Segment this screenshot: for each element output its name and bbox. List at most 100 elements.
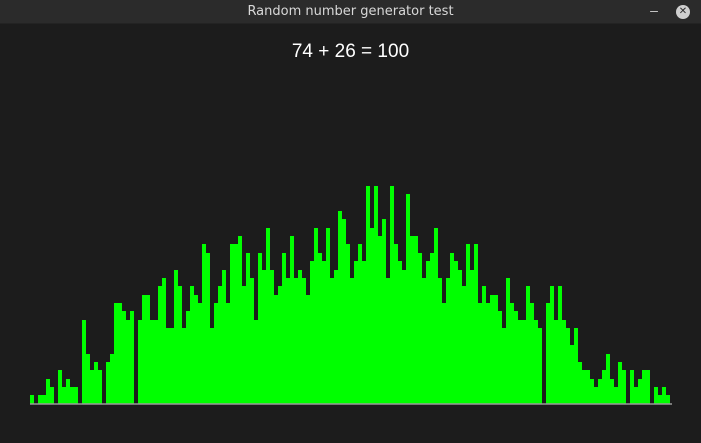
histogram-bar [90,370,94,404]
histogram-bar [358,244,362,404]
histogram-bar [242,286,246,404]
histogram-bar [70,387,74,404]
histogram-bar [114,303,118,404]
histogram-bar [150,320,154,404]
histogram-bar [362,261,366,404]
histogram-bar [418,253,422,404]
histogram-bar [466,244,470,404]
window-title: Random number generator test [247,4,454,19]
histogram-bar [274,295,278,404]
histogram-bar [270,270,274,404]
histogram-bar [250,278,254,404]
histogram-bar [450,253,454,404]
histogram-bar [94,362,98,404]
histogram-bar [98,370,102,404]
histogram-bar [410,236,414,404]
histogram-bar [438,278,442,404]
histogram-bar [326,228,330,404]
histogram-bar [278,286,282,404]
histogram-bar [442,303,446,404]
histogram-bar [366,186,370,404]
histogram-bar [402,270,406,404]
histogram-bar [370,228,374,404]
histogram-bar [322,261,326,404]
histogram-bar [546,303,550,404]
histogram-bar [554,320,558,404]
histogram-bar [346,244,350,404]
histogram-bar [82,320,86,404]
histogram-bar [498,311,502,404]
histogram-bar [378,236,382,404]
histogram-bar [118,303,122,404]
histogram-bar [214,303,218,404]
histogram-bar [394,244,398,404]
histogram-bar [622,370,626,404]
histogram-bar [406,194,410,404]
histogram-bar [202,244,206,404]
histogram-bar [562,320,566,404]
histogram-bar [390,186,394,404]
histogram-bar [174,270,178,404]
histogram-bar [338,211,342,404]
equation-label: 74 + 26 = 100 [291,41,410,62]
histogram-bar [430,253,434,404]
histogram-bar [654,387,658,404]
histogram-bar [190,286,194,404]
histogram-bar [638,379,642,404]
histogram-bar [618,362,622,404]
histogram-bar [62,387,66,404]
histogram-bar [178,286,182,404]
histogram-bar [206,253,210,404]
close-icon[interactable]: ✕ [676,5,690,19]
histogram-bar [594,387,598,404]
histogram-bar [534,320,538,404]
histogram-bar [658,395,662,404]
histogram-bar [454,261,458,404]
histogram-bar [266,228,270,404]
histogram-bar [558,286,562,404]
histogram-bar [630,370,634,404]
histogram-bar [510,303,514,404]
histogram-bar [374,186,378,404]
histogram-bar [198,303,202,404]
histogram-bar [262,270,266,404]
histogram-bar [110,354,114,404]
histogram-bar [382,219,386,404]
histogram-bar [290,236,294,404]
histogram-bar [386,278,390,404]
histogram-bar [298,270,302,404]
histogram-bar [310,261,314,404]
histogram-bar [506,278,510,404]
histogram-bar [578,362,582,404]
histogram-bar [122,311,126,404]
histogram-bar [514,311,518,404]
histogram-bar [474,244,478,404]
histogram-bar [566,328,570,404]
histogram-bar [246,253,250,404]
histogram-bar [458,270,462,404]
histogram-bar [614,387,618,404]
title-bar[interactable]: Random number generator test – ✕ [0,0,701,24]
histogram-bar [30,395,34,404]
histogram-bar [350,278,354,404]
histogram-bar [598,379,602,404]
histogram-bar [222,270,226,404]
histogram-bar [230,244,234,404]
histogram-bar [522,320,526,404]
histogram-bar [330,278,334,404]
histogram-bar [146,295,150,404]
histogram-bar [238,236,242,404]
histogram-bar [314,228,318,404]
histogram-bar [162,278,166,404]
histogram-bar [486,303,490,404]
histogram-bar [414,236,418,404]
histogram-bar [550,286,554,404]
histogram-bar [194,295,198,404]
histogram-bar [606,354,610,404]
minimize-icon[interactable]: – [650,2,658,18]
histogram-bar [106,362,110,404]
histogram-bar [574,328,578,404]
histogram-bar [182,328,186,404]
histogram-bar [518,320,522,404]
histogram-bar [526,286,530,404]
